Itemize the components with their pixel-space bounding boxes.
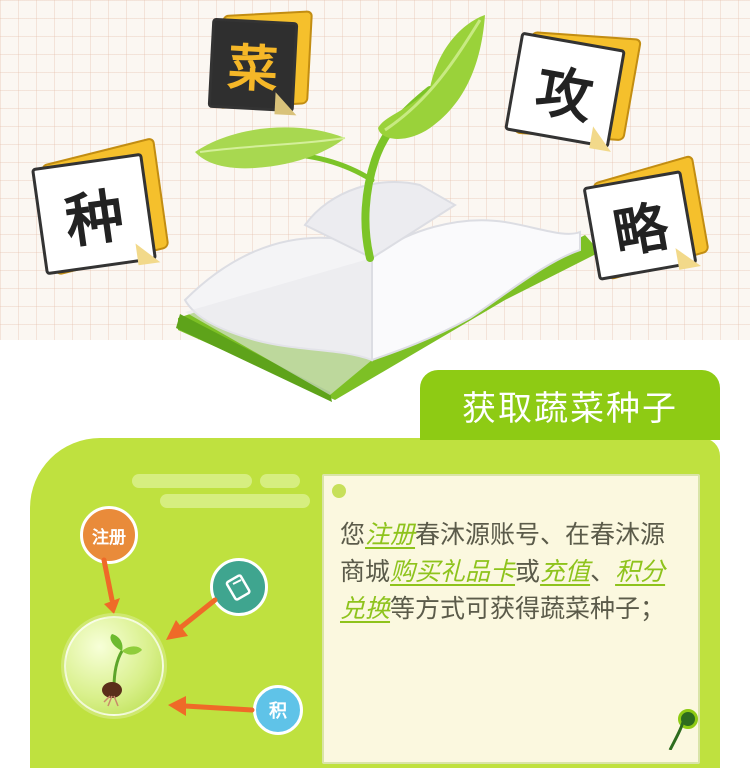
book-right-page (371, 219, 581, 362)
vine-decoration (668, 717, 686, 750)
note-pin-dot (332, 484, 346, 498)
leaf-icon (195, 127, 345, 169)
arrow-icon (182, 703, 255, 713)
leaf-icon (378, 15, 485, 139)
points-badge-text: 积 (269, 701, 287, 722)
buy-gift-card-link[interactable]: 购买礼品卡 (390, 557, 516, 586)
cloud-decoration (132, 474, 252, 488)
recharge-link[interactable]: 充值 (540, 557, 591, 586)
arrow-icon (104, 598, 120, 614)
info-note-text: 您注册春沐源账号、在春沐源商城购买礼品卡或充值、积分兑换等方式可获得蔬菜种子； (340, 520, 666, 623)
section-title-tab: 获取蔬菜种子 (420, 370, 720, 440)
register-link[interactable]: 注册 (365, 520, 416, 549)
section-title: 获取蔬菜种子 (462, 388, 678, 429)
seedling-icon (102, 634, 142, 707)
points-exchange-link[interactable]: 积分兑换 (340, 557, 666, 623)
points-badge: 积 (253, 685, 303, 735)
register-badge-text: 注册 (92, 527, 126, 548)
arrows-layer (101, 557, 255, 716)
card-icon (225, 574, 251, 601)
arrow-icon (177, 597, 218, 631)
cloud-decoration (260, 474, 300, 488)
register-badge: 注册 (80, 506, 138, 564)
seed-bubble (64, 616, 164, 716)
arrow-icon (101, 557, 115, 603)
arrow-icon (168, 696, 186, 716)
book-seedling-illustration (176, 15, 600, 402)
card-badge (210, 558, 268, 616)
cloud-decoration (160, 494, 310, 508)
arrow-icon (166, 620, 188, 640)
info-note-card (322, 474, 700, 764)
